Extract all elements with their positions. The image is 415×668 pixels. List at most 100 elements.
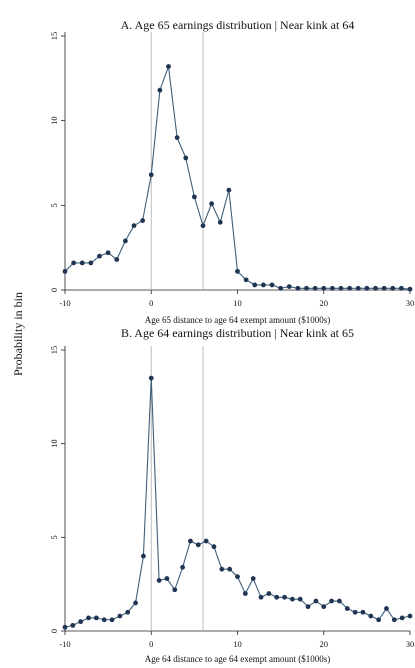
data-point [195, 542, 201, 548]
data-point [313, 598, 319, 604]
data-point [274, 594, 280, 600]
data-point [352, 609, 358, 615]
y-tick-label: 0 [49, 288, 59, 292]
data-point [70, 622, 76, 628]
data-point [398, 285, 404, 291]
data-point [125, 609, 131, 615]
data-point [219, 566, 225, 572]
data-point [266, 591, 272, 596]
data-point [148, 375, 154, 381]
x-tick-label: 0 [149, 639, 153, 649]
data-point [312, 285, 318, 291]
panel-a: A. Age 65 earnings distribution | Near k… [49, 18, 414, 325]
data-point [71, 260, 77, 266]
y-tick-label: 5 [49, 203, 59, 207]
data-point [226, 187, 232, 193]
data-point [407, 613, 413, 619]
data-point [79, 260, 85, 266]
data-point [305, 604, 311, 610]
series-line [64, 378, 411, 628]
x-tick-label: 0 [149, 298, 153, 308]
x-tick-label: 30 [406, 639, 415, 649]
data-point [391, 617, 397, 623]
y-tick-label: 0 [49, 629, 59, 633]
data-point [364, 285, 370, 291]
y-tick-label: 15 [49, 346, 59, 355]
data-point [114, 257, 120, 262]
data-point [86, 615, 91, 621]
data-point [93, 615, 99, 621]
data-point [191, 194, 197, 200]
data-point [278, 285, 284, 291]
data-point [78, 619, 84, 625]
data-point [297, 596, 303, 602]
y-tick-label: 10 [49, 439, 59, 448]
data-point [329, 285, 335, 291]
data-point [321, 285, 327, 291]
data-point [62, 624, 68, 630]
data-point [117, 613, 123, 619]
data-point [289, 596, 295, 602]
x-tick-label: -10 [59, 298, 70, 308]
data-point [258, 594, 264, 600]
data-point [344, 606, 350, 611]
data-point [337, 598, 342, 604]
data-point [252, 282, 258, 288]
data-point [373, 285, 378, 291]
x-axis-label: Age 65 distance to age 64 exempt amount … [145, 315, 330, 325]
data-point [227, 566, 233, 572]
data-point [109, 617, 115, 623]
data-point [62, 268, 68, 274]
x-tick-label: 10 [233, 639, 242, 649]
data-point [172, 587, 178, 593]
data-point [131, 223, 137, 229]
y-tick-label: 10 [49, 116, 59, 125]
x-tick-label: 10 [233, 298, 242, 308]
data-point [88, 260, 94, 266]
x-tick-label: 20 [320, 298, 329, 308]
data-point [148, 172, 154, 178]
x-axis-label: Age 64 distance to age 64 exempt amount … [145, 654, 330, 664]
data-point [242, 591, 248, 596]
data-point [235, 268, 240, 274]
data-point [105, 250, 111, 256]
data-point [211, 544, 217, 550]
data-point [166, 64, 171, 69]
data-point [381, 285, 387, 291]
panel-title: B. Age 64 earnings distribution | Near k… [121, 326, 354, 340]
data-point [243, 277, 249, 283]
data-point [203, 538, 209, 544]
data-point [269, 282, 275, 288]
data-point [217, 219, 223, 225]
data-point [338, 285, 344, 291]
x-tick-label: 20 [320, 639, 329, 649]
data-point [368, 613, 374, 619]
data-point [260, 282, 266, 288]
data-point [304, 285, 309, 291]
data-point [399, 615, 405, 621]
data-point [157, 87, 163, 93]
data-point [295, 285, 301, 291]
data-point [384, 606, 389, 611]
data-point [101, 617, 107, 623]
panel-b: B. Age 64 earnings distribution | Near k… [49, 326, 414, 664]
data-point [164, 576, 170, 581]
data-point [200, 223, 206, 229]
shared-y-axis-label: Probability in bin [11, 292, 25, 376]
data-point [174, 135, 180, 141]
data-point [390, 285, 396, 291]
data-point [250, 576, 256, 581]
panel-title: A. Age 65 earnings distribution | Near k… [121, 18, 355, 32]
data-point [140, 218, 146, 223]
data-point [133, 600, 138, 606]
data-point [407, 286, 413, 292]
data-point [122, 238, 128, 244]
x-tick-label: -10 [59, 639, 70, 649]
data-point [209, 201, 215, 207]
data-point [282, 594, 287, 600]
data-point [235, 574, 240, 580]
data-point [97, 253, 102, 259]
data-point [355, 285, 361, 291]
data-point [360, 609, 366, 615]
